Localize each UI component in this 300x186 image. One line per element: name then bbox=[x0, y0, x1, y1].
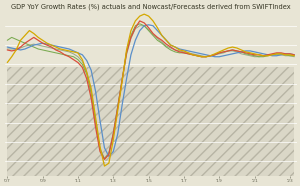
Title: GDP YoY Growth Rates (%) actuals and Nowcast/Forecasts derived from SWIFTIndex: GDP YoY Growth Rates (%) actuals and Now… bbox=[11, 4, 291, 10]
